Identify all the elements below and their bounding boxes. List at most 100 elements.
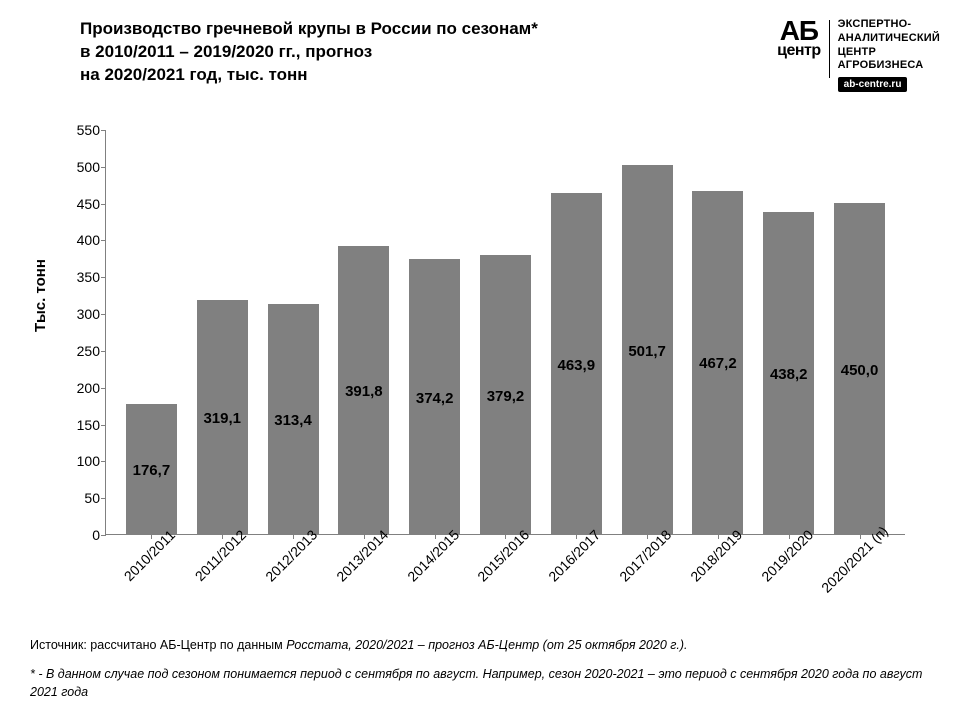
- y-tick-label: 500: [56, 159, 100, 175]
- x-tick-mark: [364, 534, 365, 539]
- logo-divider: [829, 20, 830, 78]
- x-tick-mark: [222, 534, 223, 539]
- bar-value-label: 319,1: [197, 410, 248, 427]
- bar-value-label: 176,7: [126, 462, 177, 479]
- bar-value-label: 463,9: [551, 357, 602, 374]
- bar-value-label: 374,2: [409, 390, 460, 407]
- x-tick-mark: [860, 534, 861, 539]
- title-line-1: Производство гречневой крупы в России по…: [80, 18, 538, 41]
- x-tick-label: 2011/2012: [192, 527, 249, 584]
- source-line: Источник: рассчитано АБ-Центр по данным …: [30, 636, 930, 655]
- bar-slot: 176,72010/2011: [116, 130, 187, 534]
- bar: 176,7: [126, 404, 177, 534]
- y-tick-label: 550: [56, 122, 100, 138]
- x-tick-label: 2018/2019: [687, 527, 745, 585]
- footer: Источник: рассчитано АБ-Центр по данным …: [30, 636, 930, 702]
- x-tick-label: 2017/2018: [616, 527, 674, 585]
- y-tick-label: 200: [56, 380, 100, 396]
- bar-value-label: 391,8: [338, 383, 389, 400]
- bar-value-label: 467,2: [692, 356, 743, 373]
- y-tick-label: 400: [56, 232, 100, 248]
- header: Производство гречневой крупы в России по…: [80, 18, 940, 92]
- chart-plot-area: 176,72010/2011319,12011/2012313,42012/20…: [105, 130, 905, 535]
- logo-ab-text: АБ: [777, 18, 821, 43]
- y-tick-mark: [101, 204, 106, 205]
- logo-centr-text: центр: [777, 43, 821, 59]
- bar: 313,4: [268, 304, 319, 534]
- bar: 463,9: [551, 193, 602, 534]
- y-tick-label: 350: [56, 269, 100, 285]
- bar-value-label: 501,7: [622, 343, 673, 360]
- x-tick-mark: [789, 534, 790, 539]
- source-prefix: Источник: рассчитано АБ-Центр по данным: [30, 638, 286, 652]
- bar-slot: 391,82013/2014: [328, 130, 399, 534]
- logo-text-1: ЭКСПЕРТНО-: [838, 18, 940, 32]
- bar: 467,2: [692, 191, 743, 534]
- title-line-2: в 2010/2011 – 2019/2020 гг., прогноз: [80, 41, 538, 64]
- x-tick-mark: [435, 534, 436, 539]
- bar: 379,2: [480, 255, 531, 534]
- y-tick-label: 150: [56, 417, 100, 433]
- title-line-3: на 2020/2021 год, тыс. тонн: [80, 64, 538, 87]
- logo-text-3: ЦЕНТР: [838, 46, 940, 60]
- logo-url: ab-centre.ru: [838, 77, 908, 92]
- y-tick-label: 0: [56, 527, 100, 543]
- bar: 450,0: [834, 203, 885, 534]
- y-tick-mark: [101, 167, 106, 168]
- bar: 501,7: [622, 165, 673, 534]
- x-tick-mark: [151, 534, 152, 539]
- bar-value-label: 450,0: [834, 362, 885, 379]
- y-tick-mark: [101, 388, 106, 389]
- x-tick-label: 2014/2015: [404, 527, 462, 585]
- bar-slot: 319,12011/2012: [187, 130, 258, 534]
- x-tick-mark: [505, 534, 506, 539]
- logo-text-block: ЭКСПЕРТНО- АНАЛИТИЧЕСКИЙ ЦЕНТР АГРОБИЗНЕ…: [838, 18, 940, 92]
- logo-text-4: АГРОБИЗНЕСА: [838, 59, 940, 73]
- y-tick-mark: [101, 498, 106, 499]
- bar-slot: 463,92016/2017: [541, 130, 612, 534]
- bar: 374,2: [409, 259, 460, 534]
- bar-value-label: 379,2: [480, 388, 531, 405]
- bar-slot: 438,22019/2020: [753, 130, 824, 534]
- bar-value-label: 438,2: [763, 366, 814, 383]
- x-tick-mark: [293, 534, 294, 539]
- y-tick-label: 250: [56, 343, 100, 359]
- y-tick-mark: [101, 535, 106, 536]
- x-tick-label: 2012/2013: [262, 527, 320, 585]
- x-tick-label: 2010/2011: [121, 527, 178, 584]
- bars-container: 176,72010/2011319,12011/2012313,42012/20…: [106, 130, 905, 534]
- x-tick-mark: [718, 534, 719, 539]
- x-tick-mark: [576, 534, 577, 539]
- bar: 319,1: [197, 300, 248, 534]
- chart-title: Производство гречневой крупы в России по…: [80, 18, 538, 87]
- y-tick-mark: [101, 130, 106, 131]
- bar-slot: 501,72017/2018: [612, 130, 683, 534]
- x-tick-label: 2019/2020: [758, 527, 816, 585]
- y-tick-mark: [101, 240, 106, 241]
- logo-mark: АБ центр: [777, 18, 821, 59]
- y-tick-mark: [101, 425, 106, 426]
- y-tick-mark: [101, 277, 106, 278]
- bar-slot: 450,02020/2021 (п): [824, 130, 895, 534]
- logo: АБ центр ЭКСПЕРТНО- АНАЛИТИЧЕСКИЙ ЦЕНТР …: [777, 18, 940, 92]
- y-tick-label: 100: [56, 453, 100, 469]
- y-tick-label: 50: [56, 490, 100, 506]
- bar: 391,8: [338, 246, 389, 534]
- y-tick-mark: [101, 461, 106, 462]
- y-tick-label: 450: [56, 196, 100, 212]
- bar-slot: 313,42012/2013: [258, 130, 329, 534]
- bar-slot: 379,22015/2016: [470, 130, 541, 534]
- bar: 438,2: [763, 212, 814, 534]
- x-tick-label: 2016/2017: [545, 527, 603, 585]
- y-tick-mark: [101, 351, 106, 352]
- bar-slot: 467,22018/2019: [683, 130, 754, 534]
- x-tick-mark: [647, 534, 648, 539]
- x-tick-label: 2015/2016: [475, 527, 533, 585]
- bar-slot: 374,22014/2015: [399, 130, 470, 534]
- y-tick-mark: [101, 314, 106, 315]
- y-tick-label: 300: [56, 306, 100, 322]
- bar-value-label: 313,4: [268, 412, 319, 429]
- source-italic: Росстата, 2020/2021 – прогноз АБ-Центр (…: [286, 638, 687, 652]
- logo-text-2: АНАЛИТИЧЕСКИЙ: [838, 32, 940, 46]
- x-tick-label: 2013/2014: [333, 527, 391, 585]
